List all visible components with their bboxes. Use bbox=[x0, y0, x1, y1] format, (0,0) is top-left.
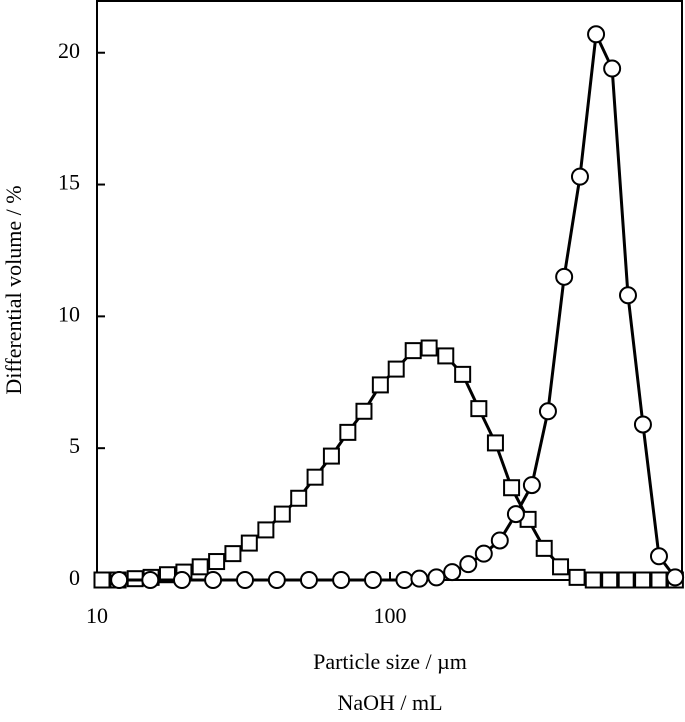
square-marker bbox=[568, 568, 586, 586]
circle-marker bbox=[364, 571, 383, 589]
square-marker bbox=[339, 423, 357, 441]
circle-marker bbox=[427, 568, 446, 587]
square-marker bbox=[322, 447, 340, 465]
square-marker bbox=[355, 402, 373, 420]
y-tick-label: 10 bbox=[58, 301, 80, 326]
square-marker bbox=[273, 505, 291, 523]
circle-marker bbox=[172, 571, 191, 589]
y-tick-label: 15 bbox=[58, 170, 80, 195]
square-marker bbox=[240, 534, 258, 552]
square-marker bbox=[584, 571, 602, 589]
square-marker bbox=[208, 553, 226, 571]
x-axis-label: Particle size / µm bbox=[313, 649, 467, 674]
circle-marker bbox=[299, 571, 318, 589]
square-marker bbox=[420, 339, 438, 357]
y-axis-label: Differential volume / % bbox=[1, 185, 26, 394]
circle-marker bbox=[110, 571, 129, 589]
square-marker bbox=[486, 434, 504, 452]
circle-marker bbox=[570, 167, 589, 186]
y-tick-label: 0 bbox=[69, 565, 80, 590]
circle-marker bbox=[236, 571, 255, 589]
y-tick-label: 20 bbox=[58, 38, 80, 63]
square-marker bbox=[552, 558, 570, 576]
circle-marker bbox=[395, 571, 414, 589]
square-marker bbox=[404, 342, 422, 360]
square-marker bbox=[503, 479, 521, 497]
circle-marker bbox=[555, 267, 574, 286]
x-tick-label: 10 bbox=[86, 603, 108, 628]
plot-frame bbox=[96, 0, 683, 581]
circle-marker bbox=[204, 571, 223, 589]
square-marker bbox=[650, 571, 668, 589]
circle-marker bbox=[332, 571, 351, 589]
square-marker bbox=[454, 365, 472, 383]
circle-marker bbox=[490, 531, 509, 550]
circle-marker bbox=[603, 59, 622, 78]
circle-marker bbox=[474, 544, 493, 563]
square-marker bbox=[535, 539, 553, 557]
circle-marker bbox=[538, 402, 557, 421]
square-marker bbox=[601, 571, 619, 589]
circle-marker bbox=[587, 25, 606, 44]
square-marker bbox=[290, 489, 308, 507]
square-marker bbox=[224, 545, 242, 563]
square-marker bbox=[257, 521, 275, 539]
square-marker bbox=[306, 468, 324, 486]
square-marker bbox=[437, 347, 455, 365]
circle-marker bbox=[522, 476, 541, 495]
square-marker bbox=[634, 571, 652, 589]
square-marker bbox=[371, 376, 389, 394]
circle-marker bbox=[633, 415, 652, 434]
circle-marker bbox=[141, 571, 160, 589]
x-tick-label: 100 bbox=[374, 603, 407, 628]
circle-marker bbox=[410, 569, 429, 588]
y-tick-label: 5 bbox=[69, 433, 80, 458]
square-marker bbox=[617, 571, 635, 589]
square-marker bbox=[470, 400, 488, 418]
circle-marker bbox=[618, 286, 637, 305]
series-line bbox=[119, 28, 677, 582]
x-axis-label-2: NaOH / mL bbox=[337, 690, 442, 715]
square-marker bbox=[93, 571, 111, 589]
circle-marker bbox=[666, 568, 685, 587]
circle-marker bbox=[443, 563, 462, 582]
circle-marker bbox=[267, 571, 286, 589]
circle-marker bbox=[506, 505, 525, 524]
circle-marker bbox=[649, 547, 668, 566]
square-marker bbox=[191, 558, 209, 576]
circle-marker bbox=[459, 555, 478, 574]
square-marker bbox=[387, 360, 405, 378]
